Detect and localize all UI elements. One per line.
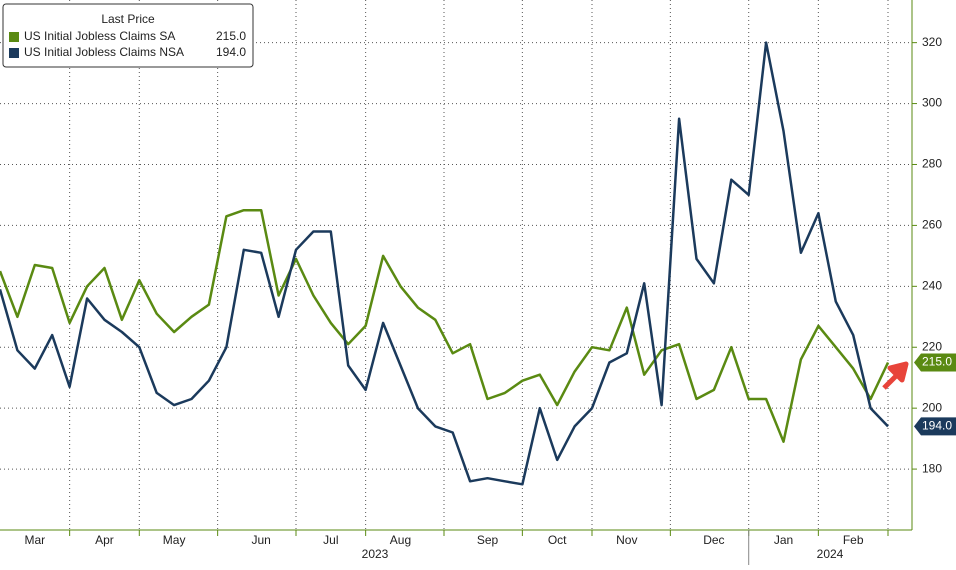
- x-tick-label: Oct: [548, 533, 567, 547]
- y-tick-label: 320: [922, 35, 942, 49]
- legend-label: US Initial Jobless Claims SA: [24, 29, 175, 43]
- x-tick-label: Apr: [95, 533, 114, 547]
- legend-swatch: [9, 32, 19, 42]
- x-tick-label: Aug: [390, 533, 411, 547]
- y-tick-label: 260: [922, 218, 942, 232]
- legend-label: US Initial Jobless Claims NSA: [24, 45, 184, 59]
- annotation-arrow: [882, 361, 909, 390]
- y-tick-label: 180: [922, 461, 942, 475]
- y-tick-label: 200: [922, 400, 942, 414]
- legend-value: 215.0: [216, 29, 246, 43]
- last-value-label: 194.0: [922, 419, 952, 433]
- series-line: [0, 41, 889, 486]
- y-tick-label: 280: [922, 157, 942, 171]
- legend-title: Last Price: [101, 12, 155, 26]
- year-label: 2023: [362, 547, 389, 561]
- last-value-label: 215.0: [922, 355, 952, 369]
- y-tick-label: 300: [922, 96, 942, 110]
- legend-box: [2, 3, 254, 68]
- x-tick-label: Mar: [24, 533, 45, 547]
- last-value-tag: [914, 417, 956, 436]
- series-line: [0, 208, 890, 443]
- legend-value: 194.0: [216, 45, 246, 59]
- legend-swatch: [9, 48, 19, 58]
- x-tick-label: May: [163, 533, 186, 547]
- x-tick-label: Feb: [843, 533, 864, 547]
- x-tick-label: Dec: [703, 533, 724, 547]
- y-tick-label: 240: [922, 278, 942, 292]
- x-tick-label: Sep: [477, 533, 499, 547]
- x-tick-label: Jul: [323, 533, 338, 547]
- x-tick-label: Jun: [251, 533, 270, 547]
- x-tick-label: Jan: [774, 533, 793, 547]
- x-tick-label: Nov: [616, 533, 637, 547]
- y-tick-label: 220: [922, 339, 942, 353]
- last-value-tag: [914, 353, 956, 372]
- year-label: 2024: [817, 547, 844, 561]
- legend: Last Price US Initial Jobless Claims SA 21…: [2, 3, 254, 68]
